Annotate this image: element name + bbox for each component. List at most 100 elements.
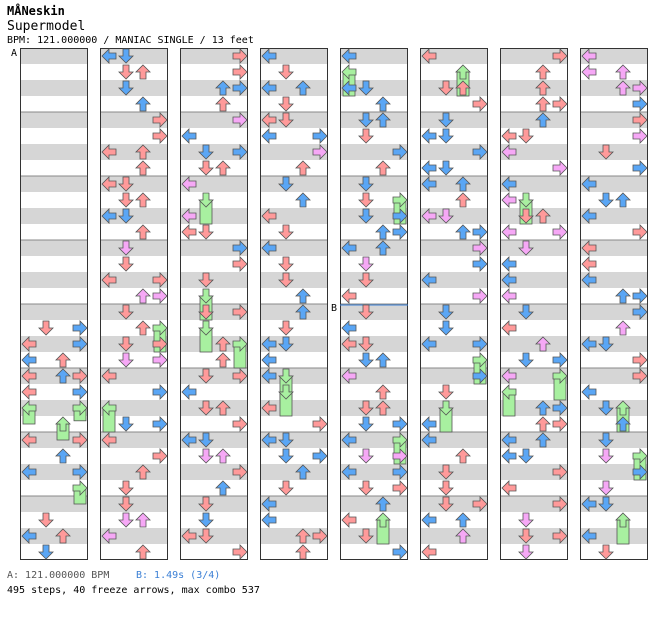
step-arrow (358, 192, 374, 208)
beat-band (180, 48, 248, 64)
step-arrow (21, 528, 37, 544)
step-arrow (261, 368, 277, 384)
beat-band (340, 288, 408, 304)
step-arrow (261, 496, 277, 512)
beat-band (340, 496, 408, 512)
step-arrow (392, 448, 408, 464)
beat-band (420, 496, 488, 512)
step-arrow (261, 208, 277, 224)
step-arrow (341, 240, 357, 256)
freeze-arrow (392, 192, 408, 208)
step-arrow (118, 336, 134, 352)
step-arrow (118, 496, 134, 512)
step-arrow (118, 480, 134, 496)
beat-band (20, 48, 88, 64)
step-arrow (261, 336, 277, 352)
step-arrow (135, 192, 151, 208)
step-arrow (198, 448, 214, 464)
column-border (340, 48, 408, 560)
step-arrow (21, 432, 37, 448)
beat-band (180, 144, 248, 160)
beat-band (500, 368, 568, 384)
step-arrow (101, 176, 117, 192)
freeze-arrow (518, 192, 534, 208)
step-arrow (341, 336, 357, 352)
step-arrow (501, 272, 517, 288)
step-arrow (421, 336, 437, 352)
step-arrow (135, 288, 151, 304)
chart-column-2 (100, 48, 168, 560)
beat-band (100, 240, 168, 256)
beat-band (420, 208, 488, 224)
step-arrow (552, 352, 568, 368)
beat-band (500, 352, 568, 368)
beat-band (580, 528, 648, 544)
step-arrow (232, 544, 248, 560)
beat-band (340, 272, 408, 288)
step-arrow (72, 432, 88, 448)
step-arrow (421, 272, 437, 288)
step-arrow (232, 112, 248, 128)
beat-band (420, 288, 488, 304)
step-arrow (358, 528, 374, 544)
step-arrow (38, 320, 54, 336)
step-arrow (198, 512, 214, 528)
column-border (100, 48, 168, 560)
step-arrow (421, 176, 437, 192)
beat-band (340, 144, 408, 160)
beat-band (260, 176, 328, 192)
beat-band (340, 304, 408, 320)
freeze-arrow (198, 192, 214, 208)
step-arrow (598, 480, 614, 496)
step-arrow (598, 336, 614, 352)
beat-band (500, 416, 568, 432)
beat-band (500, 112, 568, 128)
step-arrow (38, 512, 54, 528)
step-arrow (101, 528, 117, 544)
step-arrow (152, 272, 168, 288)
step-arrow (518, 208, 534, 224)
chart-column-6 (420, 48, 488, 560)
beat-band (20, 352, 88, 368)
beat-band (180, 192, 248, 208)
step-arrow (152, 112, 168, 128)
step-arrow (421, 544, 437, 560)
step-arrow (232, 240, 248, 256)
step-arrow (501, 128, 517, 144)
step-arrow (375, 240, 391, 256)
beat-band (340, 48, 408, 64)
step-arrow (341, 80, 357, 96)
beat-band (500, 160, 568, 176)
step-arrow (455, 176, 471, 192)
column-border (20, 48, 88, 560)
step-arrow (535, 64, 551, 80)
beat-band (20, 320, 88, 336)
step-arrow (375, 384, 391, 400)
step-arrow (198, 160, 214, 176)
step-arrow (632, 464, 648, 480)
step-arrow (552, 96, 568, 112)
beat-band (500, 224, 568, 240)
step-arrow (295, 544, 311, 560)
beat-band (580, 480, 648, 496)
beat-band (260, 288, 328, 304)
beat-band (340, 96, 408, 112)
step-arrow (135, 544, 151, 560)
step-arrow (101, 368, 117, 384)
step-arrow (312, 144, 328, 160)
step-arrow (341, 464, 357, 480)
step-arrow (518, 528, 534, 544)
freeze-arrow (632, 448, 648, 464)
step-arrow (535, 400, 551, 416)
beat-band (580, 64, 648, 80)
beat-band (260, 528, 328, 544)
beat-band (580, 192, 648, 208)
step-arrow (198, 400, 214, 416)
beat-band (100, 304, 168, 320)
step-arrow (118, 416, 134, 432)
step-arrow (598, 448, 614, 464)
chart-column-8 (580, 48, 648, 560)
step-arrow (278, 256, 294, 272)
step-arrow (358, 272, 374, 288)
beat-band (180, 432, 248, 448)
